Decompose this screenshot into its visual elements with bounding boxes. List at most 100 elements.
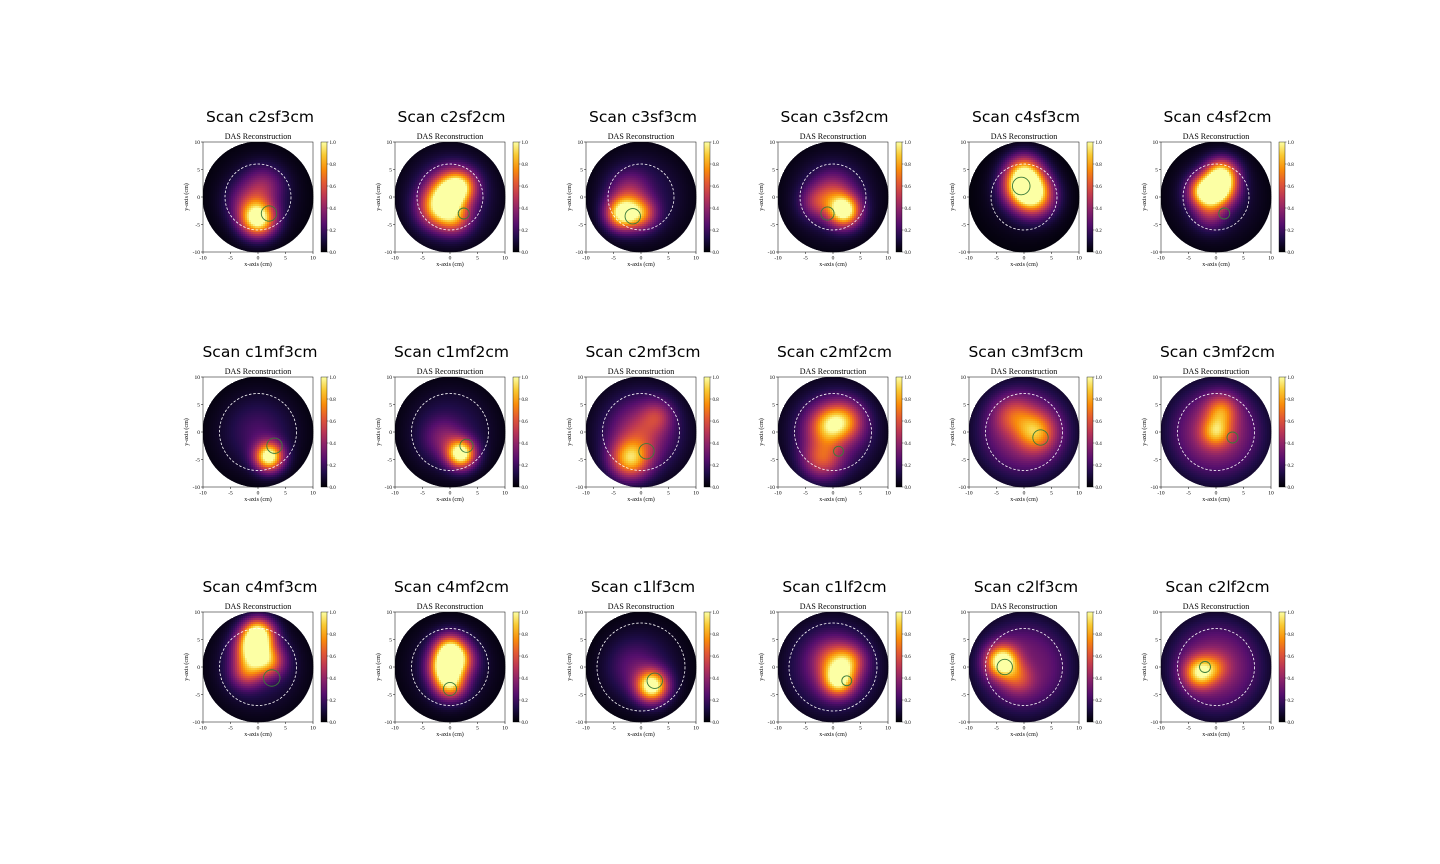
y-tick-label: -10 [384,485,392,491]
colorbar-tick-label: 1.0 [713,141,720,146]
colorbar-tick-label: 0.8 [1096,633,1103,638]
y-tick-label: -10 [193,485,201,491]
colorbar-tick-label: 0.8 [713,163,720,168]
x-tick-label: -10 [1157,726,1165,732]
colorbar-tick-label: 0.2 [330,699,337,704]
colorbar-tick-label: 1.0 [1287,611,1294,616]
colorbar-tick-label: 1.0 [904,611,911,616]
colorbar-tick-label: 0.4 [521,677,528,682]
y-tick-label: -10 [959,720,967,726]
colorbar-tick-label: 1.0 [521,141,528,146]
y-tick-label: 10 [769,610,775,616]
y-tick-label: -10 [384,720,392,726]
reference-circle [990,163,1058,231]
x-tick-label: -10 [774,491,782,497]
target-marker [442,681,457,697]
das-reconstruction-plot: DAS Reconstruction -10 -5 0 5 10 -10 -5 0 5 10 x-ax… [758,132,911,268]
y-tick-label: 10 [386,610,392,616]
colorbar-tick-label: 0.4 [1287,442,1294,447]
colorbar-tick-label: 0.4 [1096,442,1103,447]
x-tick-label: 10 [1268,491,1274,497]
colorbar-tick-label: 0.0 [521,721,528,726]
scan-title: Scan c1mf2cm [362,343,542,361]
y-tick-label: 10 [195,140,201,146]
colorbar-tick-label: 0.4 [330,677,337,682]
scan-title: Scan c4sf2cm [1128,108,1308,126]
das-reconstruction-plot: DAS Reconstruction -10 -5 0 5 10 -10 -5 0 5 10 x-ax… [949,132,1103,268]
y-tick-label: 0 [197,430,200,436]
y-tick-label: 5 [1155,168,1158,174]
colorbar [1278,141,1285,253]
das-reconstruction-plot: DAS Reconstruction -10 -5 0 5 10 -10 -5 0 5 10 x-ax… [566,367,719,503]
scan-panel: Scan c4sf3cm DAS Reconstruction -10 -5 0 5 10 -… [936,108,1116,288]
x-tick-label: 10 [1076,491,1082,497]
heatmap-image [1160,612,1271,723]
colorbar-tick-label: 0.2 [904,229,911,234]
plot-subtitle: DAS Reconstruction [416,602,482,611]
scan-title: Scan c2lf3cm [936,578,1116,596]
colorbar-tick-label: 0.6 [904,420,911,425]
x-tick-label: -10 [391,491,399,497]
das-reconstruction-plot: DAS Reconstruction -10 -5 0 5 10 -10 -5 0 5 10 x-ax… [758,367,911,503]
reference-circle [602,393,680,471]
y-tick-label: 10 [961,140,967,146]
y-tick-label: -5 [961,458,966,464]
x-tick-label: -5 [994,491,999,497]
colorbar-tick-label: 0.6 [904,655,911,660]
scan-panel: Scan c2mf2cm DAS Reconstruction -10 -5 0 5 10 -… [745,343,925,523]
scan-title: Scan c4mf3cm [170,578,350,596]
x-tick-label: -5 [228,726,233,732]
plot-subtitle: DAS Reconstruction [416,367,482,376]
y-tick-label: 0 [580,195,583,201]
target-marker [832,445,844,457]
colorbar-tick-label: 0.6 [330,185,337,190]
colorbar-tick-label: 0.0 [330,251,337,256]
colorbar-tick-label: 0.0 [713,721,720,726]
heatmap-image [586,612,697,723]
colorbar-tick-label: 0.2 [330,229,337,234]
colorbar-tick-label: 0.8 [904,633,911,638]
colorbar [895,611,902,723]
x-axis-label: x-axis (cm) [819,261,847,268]
x-tick-label: -10 [1157,256,1165,262]
x-tick-label: 5 [667,256,670,262]
y-tick-label: 10 [386,375,392,381]
y-axis-label: y-axis (cm) [375,183,382,211]
colorbar [1086,611,1094,723]
x-tick-label: 0 [1023,491,1026,497]
y-axis-label: y-axis (cm) [183,653,190,681]
y-tick-label: 5 [1155,638,1158,644]
scan-title: Scan c3sf2cm [745,108,925,126]
y-axis-label: y-axis (cm) [1141,183,1148,211]
x-tick-label: 5 [859,491,862,497]
heatmap-image [777,612,888,723]
x-tick-label: -5 [803,256,808,262]
y-tick-label: 10 [1152,375,1158,381]
colorbar-tick-label: 0.2 [904,699,911,704]
colorbar-tick-label: 0.0 [904,486,911,491]
y-tick-label: 10 [386,140,392,146]
y-tick-label: 0 [772,430,775,436]
colorbar-tick-label: 0.2 [1287,229,1294,234]
x-tick-label: 5 [1242,726,1245,732]
colorbar-tick-label: 0.4 [713,207,720,212]
colorbar-tick-label: 0.8 [1096,163,1103,168]
colorbar [320,376,328,488]
colorbar-tick-label: 1.0 [330,611,337,616]
y-tick-label: 0 [389,665,392,671]
das-reconstruction-plot: DAS Reconstruction -10 -5 0 5 10 -10 -5 0 5 10 x-ax… [949,367,1103,503]
x-tick-label: -10 [199,256,207,262]
x-tick-label: 0 [257,256,260,262]
scan-title: Scan c3mf3cm [936,343,1116,361]
colorbar-tick-label: 0.6 [1096,185,1103,190]
y-axis-label: y-axis (cm) [183,183,190,211]
das-reconstruction-plot: DAS Reconstruction -10 -5 0 5 10 -10 -5 0 5 10 x-ax… [1141,132,1294,268]
colorbar-tick-label: 0.2 [521,699,528,704]
y-tick-label: -5 [578,693,583,699]
colorbar-tick-label: 0.4 [1096,677,1103,682]
das-reconstruction-plot: DAS Reconstruction -10 -5 0 5 10 -10 -5 0 5 10 x-ax… [183,602,337,738]
x-tick-label: 10 [310,491,316,497]
x-tick-label: 5 [1050,726,1053,732]
reference-circle [1182,163,1249,231]
colorbar-tick-label: 0.8 [1287,163,1294,168]
